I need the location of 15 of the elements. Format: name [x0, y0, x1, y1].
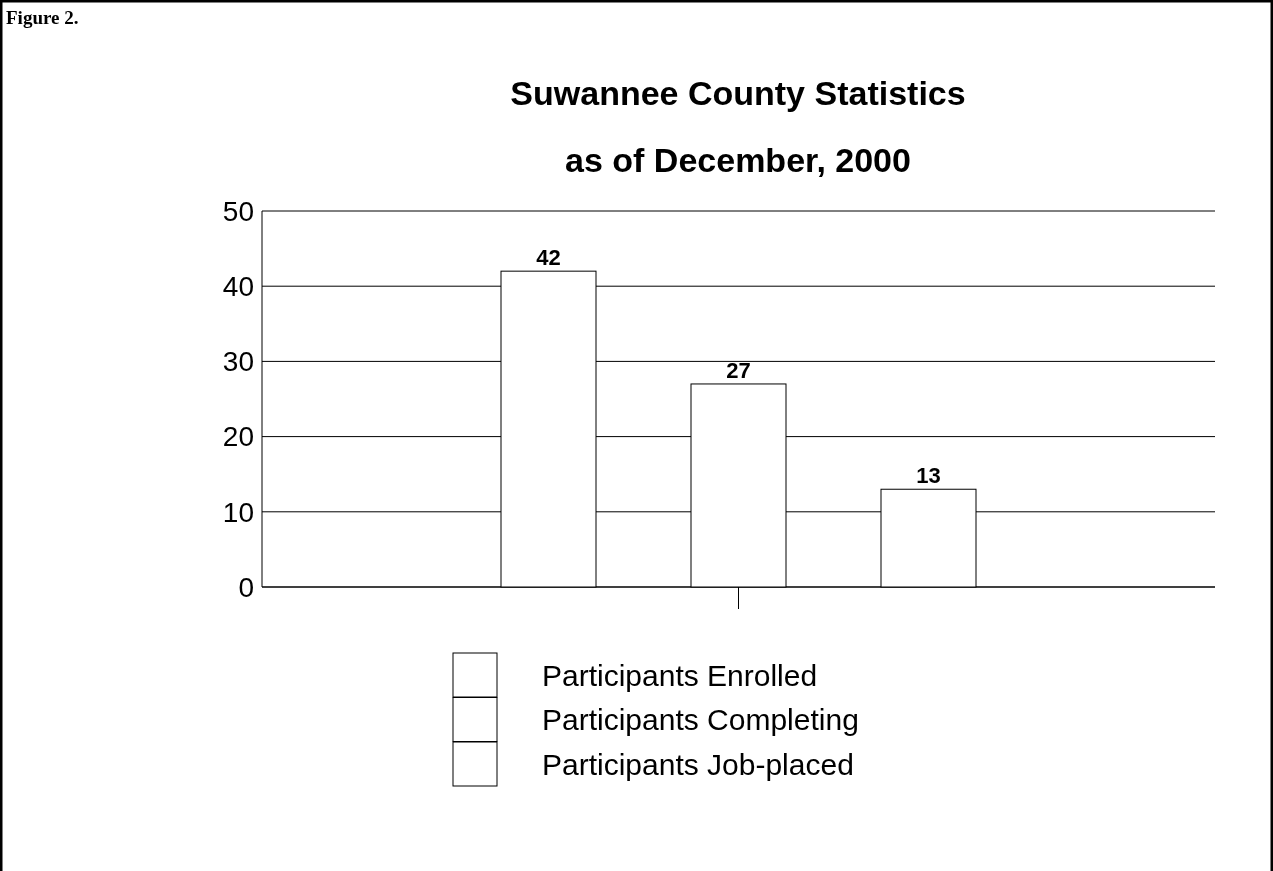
data-label: 27: [726, 357, 751, 383]
y-tick-label: 10: [222, 496, 254, 528]
legend-label: Participants Job-placed: [542, 747, 854, 781]
y-tick-label: 40: [222, 271, 254, 302]
y-tick-label: 50: [222, 195, 254, 227]
y-tick-label: 30: [222, 346, 254, 378]
y-tick-label: 20: [222, 421, 254, 453]
data-label: 13: [916, 463, 941, 489]
legend-label: Participants Completing: [542, 703, 859, 736]
y-tick-label: 0: [238, 571, 254, 603]
chart-subtitle: as of December, 2000: [565, 141, 911, 179]
caption: Figure 2.: [6, 7, 79, 28]
data-label: 42: [536, 245, 561, 271]
chart-title: Suwannee County Statistics: [510, 74, 966, 112]
legend-label: Participants Enrolled: [542, 658, 818, 692]
